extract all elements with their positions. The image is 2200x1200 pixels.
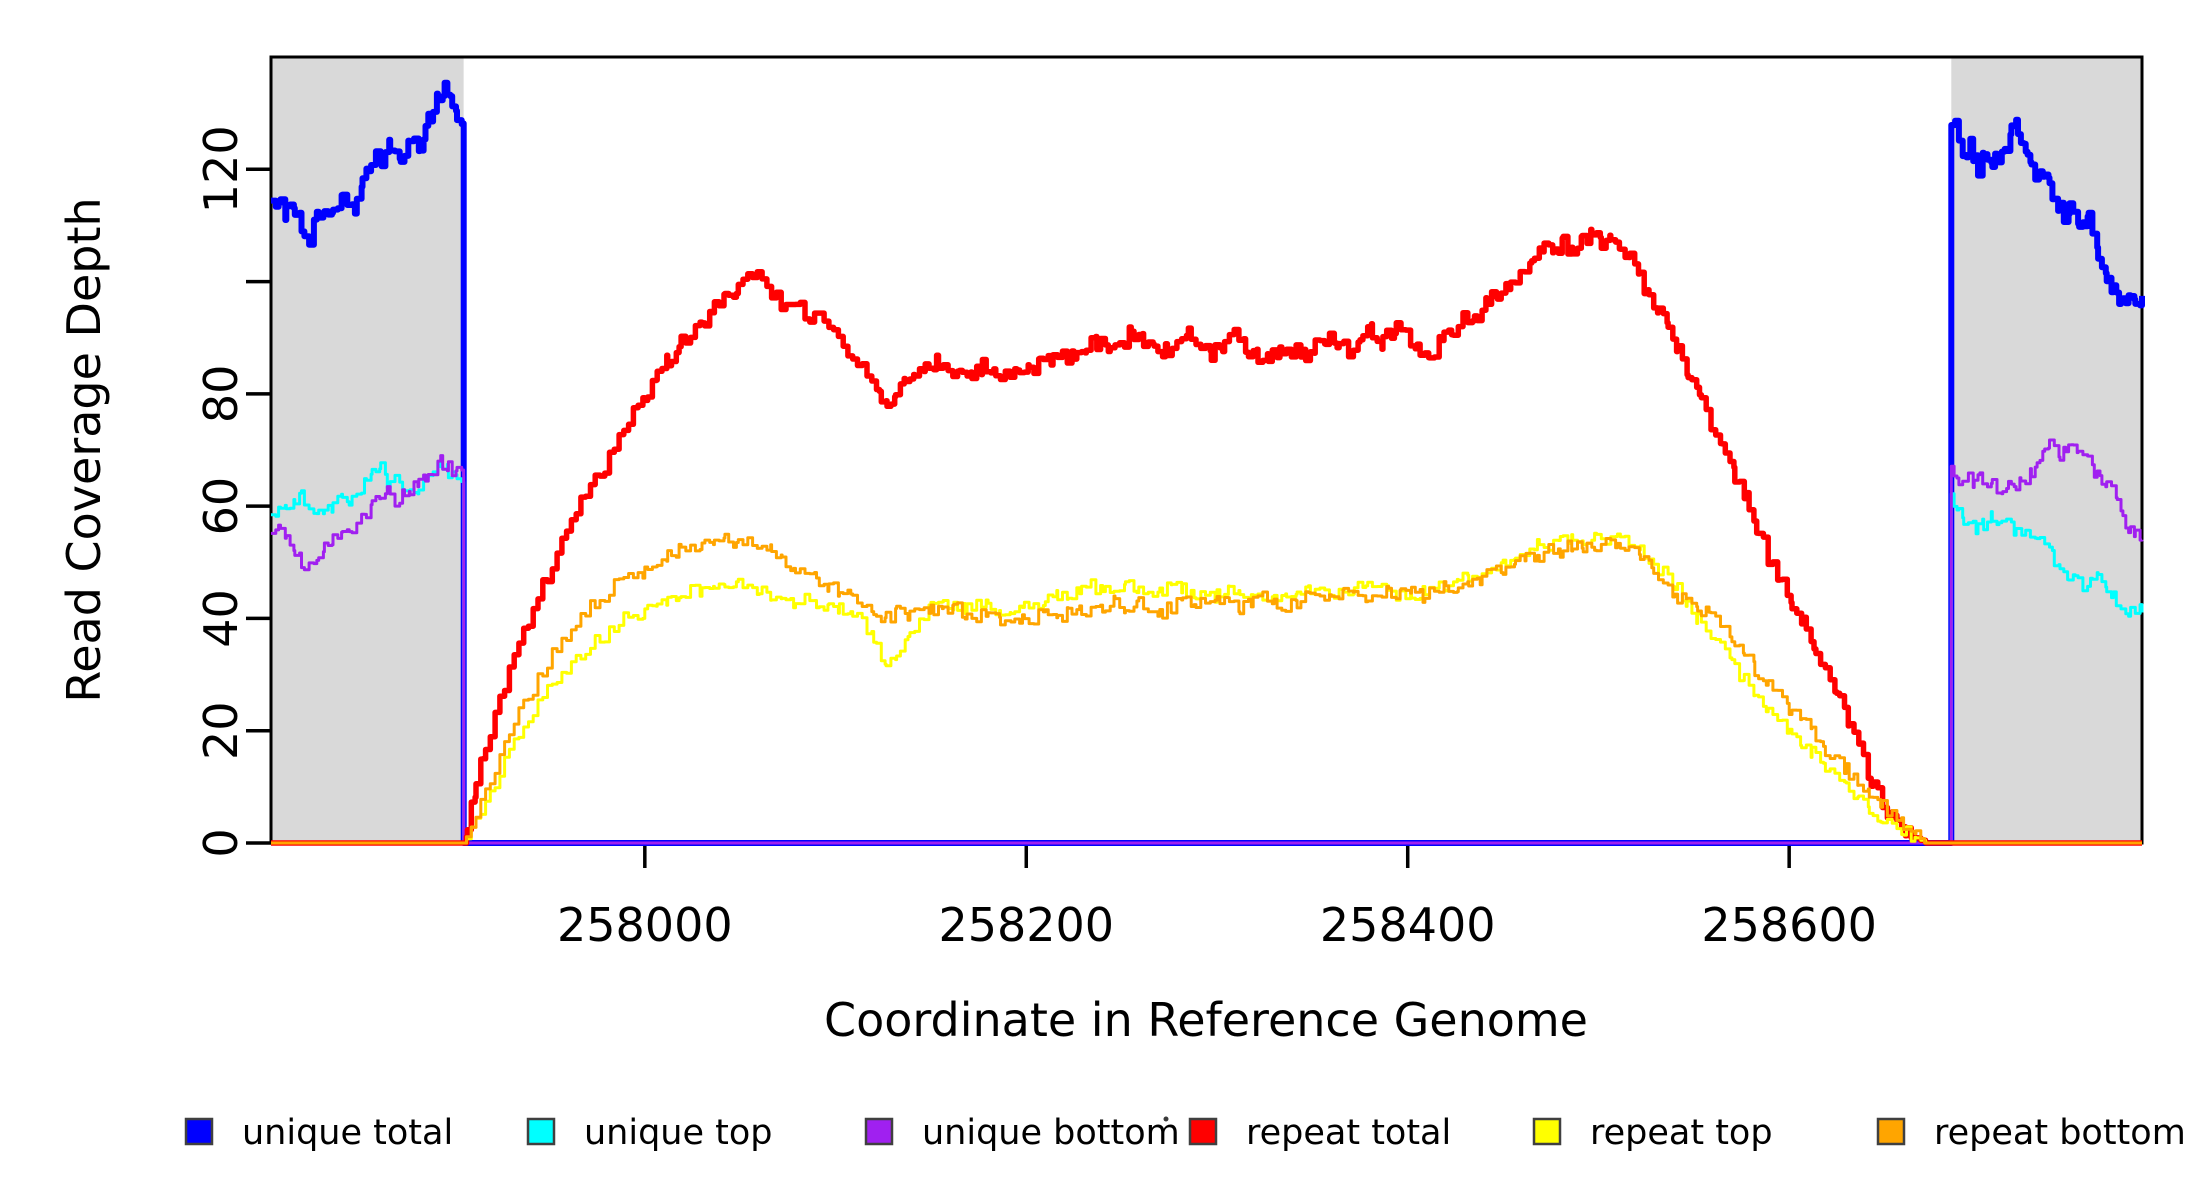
y-axis-title: Read Coverage Depth [57, 197, 111, 702]
y-tick-label: 80 [194, 365, 248, 424]
series-unique-bottom-line [271, 438, 2144, 845]
plot-frame [269, 55, 2144, 845]
series-unique-total-line [271, 79, 2145, 846]
unique-total-swatch-icon [184, 1117, 214, 1146]
x-tick-label: 258400 [1320, 898, 1496, 952]
legend-item-label: repeat bottom [1934, 1113, 2186, 1153]
stray-dot [1163, 1116, 1169, 1122]
y-tick-label: 60 [194, 477, 248, 536]
legend-item-unique-top: unique top [526, 1113, 773, 1153]
legend-item-repeat-bottom: repeat bottom [1876, 1113, 2186, 1153]
legend-item-repeat-total: repeat total [1188, 1113, 1451, 1153]
y-tick-label: 120 [194, 125, 248, 213]
legend-item-unique-bottom: unique bottom [864, 1113, 1180, 1153]
series-repeat-bottom-line [271, 532, 2142, 845]
x-tick-label: 258600 [1701, 898, 1877, 952]
legend-item-label: unique bottom [922, 1113, 1180, 1153]
shaded-flank-regions [271, 57, 2142, 843]
legend-item-unique-total: unique total [184, 1113, 453, 1153]
unique-top-swatch-icon [526, 1117, 556, 1146]
axes: 0 20 40 60 80 120 258000 258200 258400 258600 [194, 125, 1877, 952]
legend: unique total unique top unique bottom repea… [184, 1113, 2186, 1153]
y-tick-label: 0 [194, 828, 248, 857]
series-lines [271, 79, 2145, 846]
y-tick-label: 20 [194, 701, 248, 760]
legend-item-label: unique top [584, 1113, 773, 1153]
repeat-total-swatch-icon [1188, 1117, 1218, 1146]
legend-item-label: unique total [242, 1113, 453, 1153]
series-repeat-total-line [271, 226, 2143, 846]
y-tick-label: 40 [194, 589, 248, 648]
legend-item-label: repeat total [1246, 1113, 1451, 1153]
unique-bottom-swatch-icon [864, 1117, 894, 1146]
repeat-bottom-swatch-icon [1876, 1117, 1906, 1146]
repeat-top-swatch-icon [1532, 1117, 1562, 1146]
legend-item-label: repeat top [1590, 1113, 1773, 1153]
x-tick-label: 258000 [557, 898, 733, 952]
x-tick-label: 258200 [938, 898, 1114, 952]
shaded-region-left [271, 57, 464, 843]
x-axis-title: Coordinate in Reference Genome [824, 993, 1588, 1047]
legend-item-repeat-top: repeat top [1532, 1113, 1773, 1153]
